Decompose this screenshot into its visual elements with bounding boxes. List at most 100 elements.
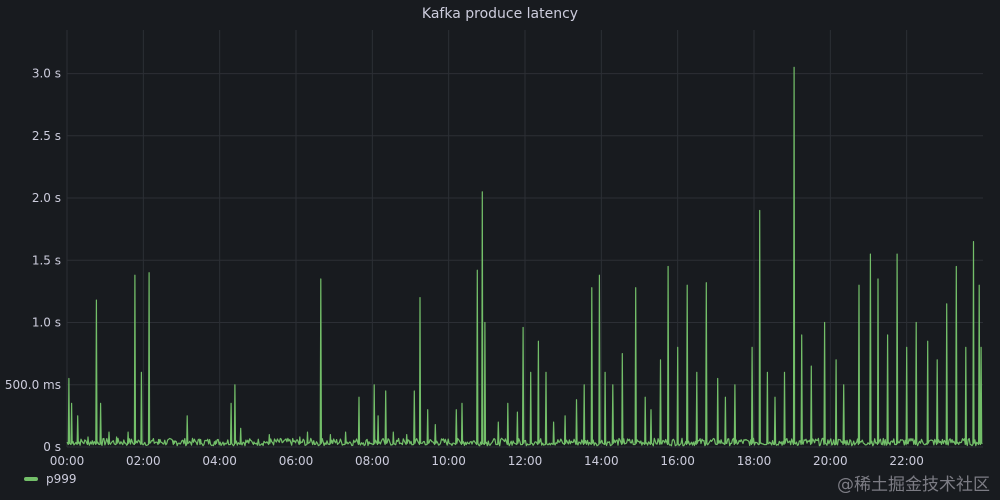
data-point[interactable] (515, 410, 519, 414)
data-point[interactable] (723, 395, 727, 399)
data-point[interactable] (704, 281, 708, 285)
data-point[interactable] (233, 383, 237, 387)
data-point[interactable] (107, 430, 111, 434)
data-point[interactable] (823, 321, 827, 325)
data-point[interactable] (298, 435, 302, 439)
data-point[interactable] (319, 277, 323, 281)
data-point[interactable] (842, 383, 846, 387)
data-point[interactable] (496, 420, 500, 424)
data-point[interactable] (792, 65, 796, 69)
data-point[interactable] (634, 286, 638, 290)
data-point[interactable] (133, 273, 137, 277)
data-point[interactable] (905, 345, 909, 349)
data-point[interactable] (344, 430, 348, 434)
data-point[interactable] (926, 339, 930, 343)
data-point[interactable] (563, 414, 567, 418)
data-point[interactable] (139, 370, 143, 374)
data-point[interactable] (773, 395, 777, 399)
data-point[interactable] (384, 389, 388, 393)
data-point[interactable] (765, 370, 769, 374)
data-point[interactable] (914, 321, 918, 325)
data-point[interactable] (809, 364, 813, 368)
data-point[interactable] (945, 302, 949, 306)
data-point[interactable] (521, 326, 525, 330)
data-point[interactable] (716, 377, 720, 381)
data-point[interactable] (979, 345, 983, 349)
data-point[interactable] (328, 433, 332, 437)
data-point[interactable] (433, 423, 437, 427)
data-point[interactable] (214, 439, 218, 443)
data-point[interactable] (475, 268, 479, 272)
data-point[interactable] (267, 433, 271, 437)
data-point[interactable] (895, 252, 899, 256)
data-point[interactable] (391, 430, 395, 434)
legend[interactable]: p999 (24, 472, 77, 486)
data-point[interactable] (483, 321, 487, 325)
data-point[interactable] (643, 395, 647, 399)
data-point[interactable] (229, 401, 233, 405)
data-point[interactable] (582, 383, 586, 387)
data-point[interactable] (733, 383, 737, 387)
data-point[interactable] (964, 345, 968, 349)
data-point[interactable] (620, 352, 624, 356)
data-point[interactable] (454, 408, 458, 412)
data-point[interactable] (552, 420, 556, 424)
data-point[interactable] (800, 333, 804, 337)
data-point[interactable] (529, 370, 533, 374)
data-point[interactable] (658, 358, 662, 362)
data-point[interactable] (67, 377, 71, 381)
panel-title[interactable]: Kafka produce latency (421, 6, 579, 22)
data-point[interactable] (115, 435, 119, 439)
data-point[interactable] (676, 345, 680, 349)
data-point[interactable] (506, 401, 510, 405)
series-line-p999[interactable] (66, 66, 983, 447)
data-point[interactable] (935, 358, 939, 362)
data-point[interactable] (977, 283, 981, 287)
data-point[interactable] (783, 370, 787, 374)
data-point[interactable] (954, 265, 958, 269)
data-point[interactable] (199, 438, 203, 442)
data-point[interactable] (857, 283, 861, 287)
data-point[interactable] (666, 265, 670, 269)
data-point[interactable] (412, 389, 416, 393)
data-point[interactable] (86, 435, 90, 439)
data-point[interactable] (695, 370, 699, 374)
data-point[interactable] (750, 345, 754, 349)
data-point[interactable] (971, 240, 975, 244)
data-point[interactable] (575, 398, 579, 402)
data-point[interactable] (685, 283, 689, 287)
data-point[interactable] (94, 298, 98, 302)
data-point[interactable] (418, 296, 422, 300)
data-point[interactable] (126, 430, 130, 434)
data-point[interactable] (480, 190, 484, 194)
data-point[interactable] (157, 438, 161, 442)
data-point[interactable] (357, 395, 361, 399)
data-point[interactable] (758, 208, 762, 212)
data-point[interactable] (590, 286, 594, 290)
data-point[interactable] (185, 414, 189, 418)
data-point[interactable] (426, 408, 430, 412)
data-point[interactable] (172, 439, 176, 443)
data-point[interactable] (886, 333, 890, 337)
data-point[interactable] (597, 273, 601, 277)
data-point[interactable] (372, 383, 376, 387)
data-point[interactable] (76, 414, 80, 418)
legend-label-p999[interactable]: p999 (46, 472, 77, 486)
data-point[interactable] (147, 271, 151, 275)
data-point[interactable] (252, 440, 256, 444)
data-point[interactable] (834, 358, 838, 362)
data-point[interactable] (544, 370, 548, 374)
data-point[interactable] (611, 383, 615, 387)
data-point[interactable] (239, 426, 243, 430)
data-point[interactable] (876, 277, 880, 281)
data-point[interactable] (649, 408, 653, 412)
data-point[interactable] (460, 401, 464, 405)
data-point[interactable] (305, 430, 309, 434)
data-point[interactable] (868, 252, 872, 256)
data-point[interactable] (405, 433, 409, 437)
data-point[interactable] (536, 339, 540, 343)
data-point[interactable] (70, 401, 74, 405)
data-point[interactable] (376, 414, 380, 418)
data-point[interactable] (99, 401, 103, 405)
